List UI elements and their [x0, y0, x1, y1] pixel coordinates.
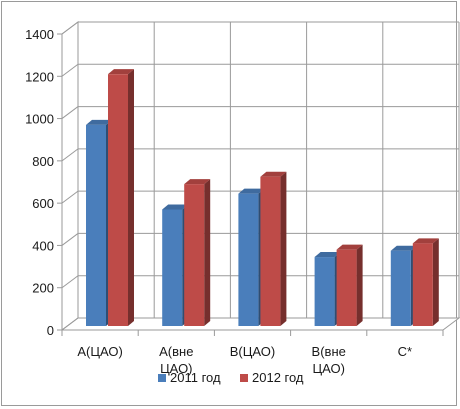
gridline-side: [61, 106, 79, 119]
bar: [260, 176, 281, 326]
y-tick-label: 1200: [25, 69, 54, 84]
side-wall: [61, 21, 79, 331]
gridline-side: [61, 317, 79, 331]
bar-side: [432, 238, 439, 326]
gridline-side: [61, 21, 79, 35]
gridline-side: [61, 190, 79, 204]
legend-label: 2011 год: [170, 370, 221, 385]
bar: [86, 124, 106, 327]
bar-side: [280, 171, 287, 326]
x-tick-label: ЦАО): [160, 361, 192, 376]
gridline-side: [61, 275, 79, 289]
bar-top: [390, 245, 417, 251]
bar-side: [356, 244, 363, 326]
bar-side: [204, 179, 211, 326]
bar: [314, 257, 335, 326]
bar-side: [128, 69, 134, 327]
bar-top: [184, 179, 211, 185]
gridline-side: [61, 63, 79, 77]
bar-top: [238, 188, 265, 194]
bar-top: [314, 252, 341, 258]
y-tick-label: 1000: [25, 112, 54, 127]
x-tick-label: А(вне: [159, 344, 193, 359]
legend-swatch: [158, 374, 166, 382]
bar: [412, 243, 433, 326]
x-tick-label: С*: [398, 344, 412, 359]
bar: [162, 209, 183, 326]
bar-top: [108, 69, 134, 75]
bar-top: [86, 119, 112, 125]
x-tick-label: ЦАО): [312, 361, 344, 376]
bar-top: [162, 204, 189, 210]
legend-swatch: [240, 374, 248, 382]
y-tick-label: 600: [32, 196, 54, 211]
bar-top: [336, 244, 363, 250]
bar: [336, 249, 357, 326]
legend-label: 2012 год: [252, 370, 304, 385]
gridline-side: [61, 148, 79, 162]
y-tick-label: 800: [32, 154, 54, 169]
y-tick-label: 400: [32, 238, 54, 253]
x-tick-label: В(ЦАО): [230, 344, 275, 359]
bar: [238, 193, 259, 326]
x-tick-label: А(ЦАО): [77, 344, 122, 359]
bar: [390, 250, 411, 326]
bar-top: [260, 171, 287, 177]
gridline-side: [61, 233, 79, 246]
bar: [108, 74, 128, 327]
bar-top: [412, 238, 439, 244]
bar: [184, 184, 205, 326]
x-tick-label: В(вне: [312, 344, 346, 359]
y-tick-label: 1400: [25, 27, 54, 42]
y-tick-label: 0: [47, 323, 54, 338]
y-tick-label: 200: [32, 281, 54, 296]
